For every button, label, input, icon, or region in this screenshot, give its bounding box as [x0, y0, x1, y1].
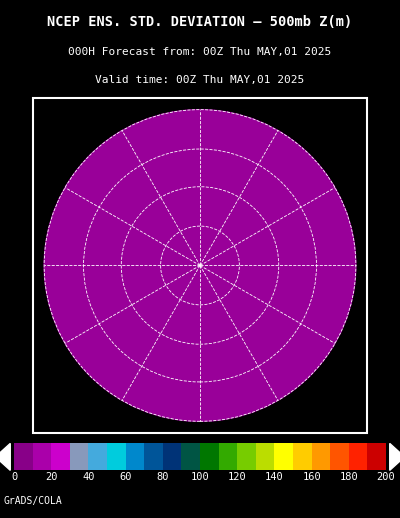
Text: 180: 180 — [340, 472, 358, 482]
Bar — [126, 443, 144, 470]
Bar — [312, 443, 330, 470]
Bar — [88, 443, 107, 470]
Bar — [237, 443, 256, 470]
Text: GrADS/COLA: GrADS/COLA — [4, 496, 63, 506]
Bar — [182, 443, 200, 470]
Bar — [293, 443, 312, 470]
Bar — [349, 443, 368, 470]
Bar — [70, 443, 88, 470]
Bar — [14, 443, 33, 470]
Bar — [256, 443, 274, 470]
Text: 000H Forecast from: 00Z Thu MAY,01 2025: 000H Forecast from: 00Z Thu MAY,01 2025 — [68, 47, 332, 57]
Text: 140: 140 — [265, 472, 284, 482]
Bar — [274, 443, 293, 470]
Text: 20: 20 — [45, 472, 58, 482]
Bar — [330, 443, 349, 470]
Bar — [219, 443, 237, 470]
Text: 100: 100 — [191, 472, 209, 482]
Text: Valid time: 00Z Thu MAY,01 2025: Valid time: 00Z Thu MAY,01 2025 — [95, 76, 305, 85]
Bar — [163, 443, 182, 470]
Bar — [144, 443, 163, 470]
Bar — [107, 443, 126, 470]
Text: 120: 120 — [228, 472, 246, 482]
Polygon shape — [0, 443, 10, 470]
Text: 160: 160 — [302, 472, 321, 482]
Bar — [33, 443, 51, 470]
Bar — [200, 443, 219, 470]
Bar — [51, 443, 70, 470]
Circle shape — [44, 110, 356, 421]
Text: 60: 60 — [119, 472, 132, 482]
Bar — [368, 443, 386, 470]
Text: 80: 80 — [156, 472, 169, 482]
Text: 40: 40 — [82, 472, 95, 482]
Text: NCEP ENS. STD. DEVIATION – 500mb Z(m): NCEP ENS. STD. DEVIATION – 500mb Z(m) — [47, 15, 353, 30]
Polygon shape — [390, 443, 400, 470]
Text: 200: 200 — [377, 472, 395, 482]
Text: 0: 0 — [11, 472, 17, 482]
